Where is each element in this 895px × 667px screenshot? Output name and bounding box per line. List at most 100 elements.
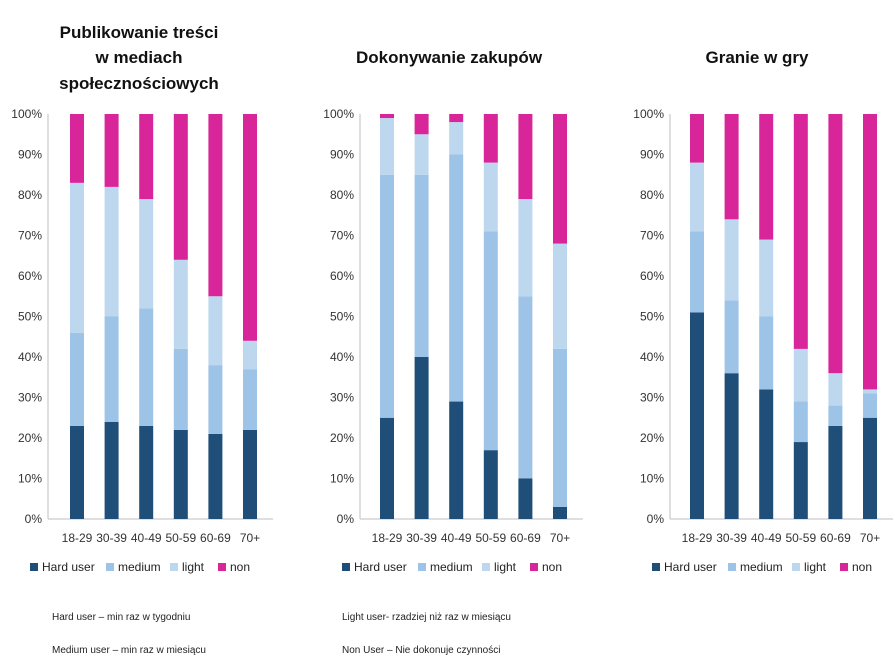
- bar-segment-medium: medium 40-49: 29%: [139, 308, 154, 426]
- bar-segment-light: light 60-69: 17%: [208, 296, 223, 366]
- x-tick-label: 18-29: [682, 531, 713, 545]
- legend-label: medium: [430, 560, 473, 574]
- legend-label: Hard user: [664, 560, 717, 574]
- legend-label: medium: [740, 560, 783, 574]
- y-tick-label: 90%: [18, 148, 42, 162]
- bar-segment-hard-user: Hard user 40-49: 29%: [449, 401, 464, 519]
- legend-swatch: [728, 563, 736, 571]
- x-tick-label: 30-39: [406, 531, 437, 545]
- bar-segment-medium: medium 70+: 6%: [863, 393, 877, 418]
- bar-segment-non: non 70+: 32%: [553, 114, 567, 244]
- definition-non-user: Non User – Nie dokonuje czynności: [342, 645, 501, 656]
- y-tick-label: 60%: [640, 269, 664, 283]
- legend-swatch: [418, 563, 426, 571]
- bar-segment-non: non 50-59: 36%: [173, 114, 188, 260]
- bar-segment-non: non 50-59: 12%: [483, 114, 498, 163]
- y-tick-label: 10%: [640, 472, 664, 486]
- legend-label: light: [804, 560, 827, 574]
- bar-segment-non: non 60-69: 21%: [518, 114, 533, 200]
- chart-title-line: w mediach: [95, 48, 183, 67]
- x-tick-label: 30-39: [96, 531, 127, 545]
- bar-segment-light: light 30-39: 32%: [104, 186, 119, 317]
- x-tick-label: 60-69: [510, 531, 541, 545]
- bar-segment-light: light 30-39: 10%: [414, 134, 429, 175]
- x-tick-label: 60-69: [820, 531, 851, 545]
- y-tick-label: 0%: [337, 512, 355, 526]
- bar-segment-medium: medium 40-49: 18%: [759, 316, 774, 390]
- y-tick-label: 40%: [18, 350, 42, 364]
- legend-swatch: [218, 563, 226, 571]
- legend-swatch: [482, 563, 490, 571]
- y-tick-label: 100%: [323, 107, 354, 121]
- y-tick-label: 40%: [330, 350, 354, 364]
- bar-segment-hard-user: Hard user 70+: 3%: [553, 506, 567, 519]
- bar-segment-light: light 60-69: 24%: [518, 199, 533, 297]
- bar-segment-medium: medium 40-49: 61%: [449, 154, 464, 402]
- legend-swatch: [170, 563, 178, 571]
- legend-label: light: [494, 560, 517, 574]
- y-tick-label: 50%: [640, 310, 664, 324]
- x-tick-label: 70+: [550, 531, 570, 545]
- bar-segment-hard-user: Hard user 60-69: 21%: [208, 433, 223, 519]
- bar-segment-hard-user: Hard user 60-69: 23%: [828, 425, 843, 519]
- y-tick-label: 70%: [18, 229, 42, 243]
- bar-segment-non: non 40-49: 21%: [139, 114, 154, 200]
- legend-swatch: [106, 563, 114, 571]
- bar-segment-light: light 40-49: 19%: [759, 239, 774, 317]
- x-tick-label: 70+: [240, 531, 260, 545]
- legend-swatch: [530, 563, 538, 571]
- bar-segment-medium: medium 50-59: 20%: [173, 348, 188, 430]
- bar-segment-light: light 50-59: 22%: [173, 259, 188, 349]
- bar-segment-hard-user: Hard user 70+: 22%: [243, 429, 257, 519]
- y-tick-label: 10%: [330, 472, 354, 486]
- bar-segment-medium: medium 50-59: 54%: [483, 231, 498, 451]
- bar-segment-hard-user: Hard user 30-39: 24%: [104, 421, 119, 519]
- bar-segment-light: light 40-49: 27%: [139, 199, 154, 309]
- definitions-note-right: Light user- rzadziej niż raz w miesiącu …: [342, 590, 511, 667]
- bar-segment-hard-user: Hard user 18-29: 51%: [690, 312, 704, 519]
- bar-segment-non: non 18-29: 1%: [380, 114, 394, 119]
- bar-segment-non: non 50-59: 58%: [793, 114, 808, 349]
- bar-segment-medium: medium 18-29: 20%: [690, 231, 704, 313]
- bar-segment-non: non 40-49: 31%: [759, 114, 774, 240]
- bar-segment-light: light 60-69: 8%: [828, 373, 843, 406]
- legend-label: medium: [118, 560, 161, 574]
- bar-segment-non: non 30-39: 18%: [104, 114, 119, 187]
- legend-label: Hard user: [354, 560, 407, 574]
- bar-segment-hard-user: Hard user 18-29: 25%: [380, 417, 394, 519]
- x-tick-label: 30-39: [716, 531, 747, 545]
- bar-segment-hard-user: Hard user 60-69: 10%: [518, 478, 533, 519]
- legend-swatch: [652, 563, 660, 571]
- bar-segment-hard-user: Hard user 30-39: 40%: [414, 357, 429, 519]
- bar-segment-light: light 50-59: 17%: [483, 162, 498, 232]
- bar-segment-light: light 18-29: 37%: [70, 182, 84, 333]
- bar-segment-medium: medium 60-69: 5%: [828, 405, 843, 426]
- legend-label: Hard user: [42, 560, 95, 574]
- bar-segment-light: light 70+: 26%: [553, 243, 567, 349]
- chart-title-line: społecznościowych: [59, 74, 219, 93]
- bar-segment-medium: medium 60-69: 45%: [518, 296, 533, 479]
- y-tick-label: 20%: [330, 431, 354, 445]
- x-tick-label: 50-59: [165, 531, 196, 545]
- bar-segment-medium: medium 60-69: 17%: [208, 365, 223, 434]
- bar-segment-non: non 60-69: 45%: [208, 114, 223, 297]
- bar-segment-non: non 18-29: 12%: [690, 114, 704, 163]
- x-tick-label: 40-49: [751, 531, 782, 545]
- x-tick-label: 40-49: [131, 531, 162, 545]
- chart-title-line: Granie w gry: [706, 48, 810, 67]
- x-tick-label: 70+: [860, 531, 880, 545]
- definitions-note-left: Hard user – min raz w tygodniu Medium us…: [52, 590, 206, 667]
- bar-segment-medium: medium 70+: 39%: [553, 348, 567, 507]
- bar-segment-non: non 40-49: 2%: [449, 114, 464, 123]
- bar-segment-light: light 30-39: 20%: [724, 219, 739, 301]
- bar-segment-hard-user: Hard user 70+: 25%: [863, 417, 877, 519]
- bar-segment-medium: medium 30-39: 18%: [724, 300, 739, 374]
- bar-segment-non: non 60-69: 64%: [828, 114, 843, 374]
- legend-label: light: [182, 560, 205, 574]
- bar-segment-non: non 30-39: 5%: [414, 114, 429, 135]
- y-tick-label: 30%: [18, 391, 42, 405]
- y-tick-label: 0%: [25, 512, 43, 526]
- bar-segment-light: light 70+: 1%: [863, 389, 877, 394]
- bar-segment-hard-user: Hard user 50-59: 22%: [173, 429, 188, 519]
- x-tick-label: 18-29: [372, 531, 403, 545]
